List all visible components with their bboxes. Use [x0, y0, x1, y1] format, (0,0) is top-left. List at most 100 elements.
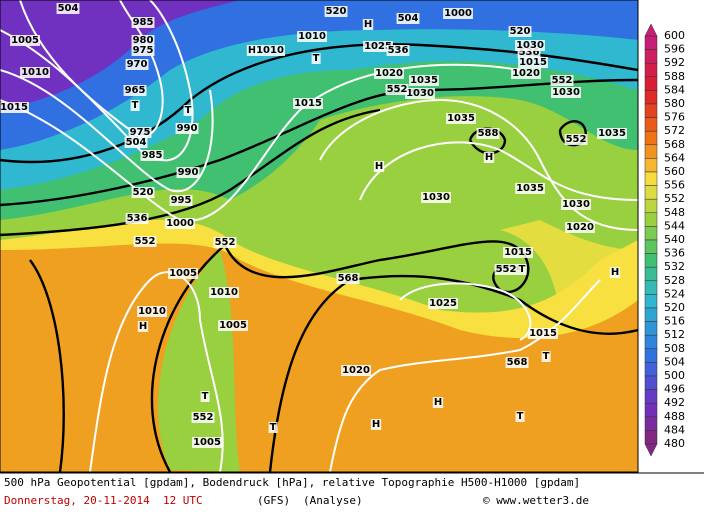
- map-label-bg: [443, 8, 473, 19]
- map-label: 552: [496, 264, 517, 275]
- map-label: 1020: [512, 68, 540, 79]
- scale-swatch: [644, 226, 658, 241]
- map-label-bg: [550, 75, 574, 86]
- map-label-bg: [56, 3, 80, 14]
- map-label-bg: [551, 87, 581, 98]
- map-label-bg: [370, 419, 382, 430]
- map-label-bg: [10, 35, 40, 46]
- map-label-bg: [137, 321, 149, 332]
- map-label: 965: [125, 85, 146, 96]
- map-label: 552: [552, 75, 573, 86]
- scale-swatch: [644, 35, 658, 50]
- map-label: H: [375, 161, 383, 172]
- map-label: H: [248, 45, 256, 56]
- map-label-bg: [209, 287, 239, 298]
- map-label-bg: [597, 128, 627, 139]
- scale-swatch: [644, 307, 658, 322]
- map-label: 1020: [342, 365, 370, 376]
- map-label-bg: [564, 134, 588, 145]
- scale-label: 584: [664, 83, 685, 96]
- map-label: 588: [478, 128, 499, 139]
- scale-swatch: [644, 185, 658, 200]
- map-label-bg: [515, 183, 545, 194]
- map-label-bg: [293, 98, 323, 109]
- scale-swatch: [644, 212, 658, 227]
- scale-label: 528: [664, 274, 685, 287]
- map-label: 1035: [516, 183, 544, 194]
- map-label-bg: [517, 264, 527, 275]
- map-label: 1010: [138, 306, 166, 317]
- map-label-bg: [20, 67, 50, 78]
- scale-swatch: [644, 253, 658, 268]
- map-label: 504: [58, 3, 79, 14]
- map-label: 1035: [598, 128, 626, 139]
- map-label-bg: [476, 128, 500, 139]
- map-label: 1030: [562, 199, 590, 210]
- map-label: 970: [127, 59, 148, 70]
- map-label-bg: [341, 365, 371, 376]
- map-label: T: [313, 53, 320, 64]
- map-label-bg: [432, 397, 444, 408]
- map-label-bg: [0, 102, 29, 113]
- map-label-bg: [336, 273, 360, 284]
- scale-label: 552: [664, 192, 685, 205]
- map-field: 504985980975970965T975504985100510101015…: [0, 0, 638, 472]
- map-label-bg: [505, 357, 529, 368]
- scale-label: 516: [664, 315, 685, 328]
- map-label-bg: [131, 187, 155, 198]
- scale-label: 556: [664, 179, 685, 192]
- map-frame: [0, 0, 639, 473]
- map-label-bg: [362, 19, 374, 30]
- map-label-bg: [123, 85, 147, 96]
- map-label: 1000: [444, 8, 472, 19]
- map-label-bg: [385, 84, 409, 95]
- scale-swatch: [644, 416, 658, 431]
- map-label: 1015: [294, 98, 322, 109]
- scale-swatch: [644, 117, 658, 132]
- map-label-bg: [191, 412, 215, 423]
- map-label-bg: [268, 422, 278, 433]
- map-label-bg: [511, 68, 541, 79]
- map-label: 1020: [566, 222, 594, 233]
- map-label-bg: [130, 100, 140, 111]
- map-label: 552: [215, 237, 236, 248]
- map-label-bg: [255, 45, 285, 56]
- footer-credit: © www.wetter3.de: [483, 494, 589, 507]
- scale-swatch: [644, 62, 658, 78]
- scale-label: 508: [664, 342, 685, 355]
- map-label: H: [611, 267, 619, 278]
- map-label-bg: [446, 113, 476, 124]
- map-label-bg: [518, 57, 548, 68]
- map-label-bg: [128, 127, 152, 138]
- footer-model: (GFS): [257, 494, 290, 507]
- map-label: 520: [510, 26, 531, 37]
- map-label-bg: [169, 195, 193, 206]
- map-label: 1010: [298, 31, 326, 42]
- map-label-bg: [176, 167, 200, 178]
- map-label-bg: [515, 411, 525, 422]
- scale-label: 500: [664, 369, 685, 382]
- scale-swatch: [644, 76, 658, 91]
- map-label: H: [139, 321, 147, 332]
- map-label: 552: [135, 236, 156, 247]
- map-label: H: [485, 152, 493, 163]
- scale-label: 520: [664, 301, 685, 314]
- scale-swatch: [644, 430, 658, 445]
- map-label-bg: [565, 222, 595, 233]
- scale-label: 560: [664, 165, 685, 178]
- scale-arrow: [644, 443, 658, 457]
- scale-label: 480: [664, 437, 685, 450]
- map-label: T: [543, 351, 550, 362]
- scale-label: 576: [664, 111, 685, 124]
- map-label-bg: [165, 218, 195, 229]
- map-label: 1015: [504, 247, 532, 258]
- map-label: 1010: [21, 67, 49, 78]
- scale-label: 568: [664, 138, 685, 151]
- map-label: H: [364, 19, 372, 30]
- map-label-bg: [125, 59, 149, 70]
- map-label: T: [132, 100, 139, 111]
- map-label-bg: [421, 192, 451, 203]
- scale-swatch: [644, 49, 658, 64]
- scale-label: 536: [664, 247, 685, 260]
- map-label-bg: [396, 13, 420, 24]
